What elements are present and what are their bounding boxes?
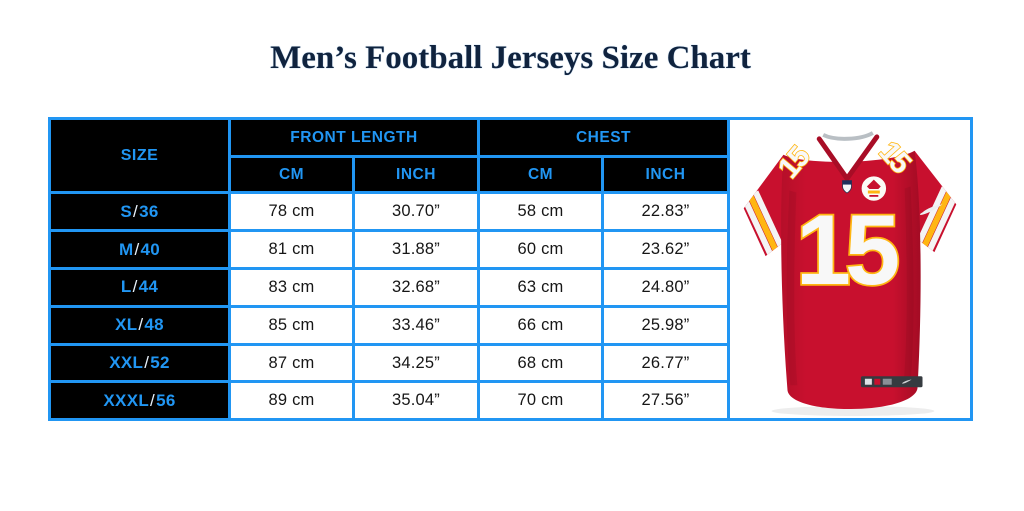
measurement-chest-inch: 24.80”: [604, 269, 727, 305]
measurement-chest-inch: 26.77”: [604, 345, 727, 381]
measurement-front-length-cm: 89 cm: [231, 383, 352, 419]
measurement-chest-cm: 66 cm: [480, 307, 601, 343]
subheader-chest-cm: CM: [480, 158, 601, 192]
measurement-front-length-inch: 30.70”: [355, 194, 477, 230]
measurement-front-length-cm: 83 cm: [231, 269, 352, 305]
back-collar-stripe: [822, 131, 874, 142]
measurement-front-length-cm: 78 cm: [231, 194, 352, 230]
column-group-chest: CHEST: [480, 120, 727, 156]
measurement-chest-inch: 25.98”: [604, 307, 727, 343]
team-patch: [859, 174, 889, 204]
nfl-shield-logo: [842, 180, 852, 194]
jersey-body: [781, 151, 921, 410]
measurement-front-length-cm: 81 cm: [231, 232, 352, 267]
measurement-front-length-cm: 85 cm: [231, 307, 352, 343]
size-cell: XXL/52: [51, 345, 228, 381]
measurement-front-length-inch: 33.46”: [355, 307, 477, 343]
page-title: Men’s Football Jerseys Size Chart: [270, 40, 751, 76]
column-header-size: SIZE: [51, 120, 228, 192]
chest-number: 15: [796, 195, 898, 306]
collar-opening: [819, 137, 877, 179]
collar-trim: [816, 134, 880, 182]
measurement-chest-cm: 58 cm: [480, 194, 601, 230]
nike-swoosh-logo: [919, 204, 943, 216]
size-chart-grid: SIZE FRONT LENGTH CHEST CM INCH CM INCH: [48, 117, 973, 422]
measurement-chest-inch: 22.83”: [604, 194, 727, 230]
measurement-front-length-inch: 35.04”: [355, 383, 477, 419]
measurement-chest-inch: 23.62”: [604, 232, 727, 267]
jersey-product-image: 15 15 15: [743, 131, 957, 417]
measurement-chest-cm: 60 cm: [480, 232, 601, 267]
size-cell: XXXL/56: [51, 383, 228, 419]
column-group-front-length: FRONT LENGTH: [231, 120, 477, 156]
measurement-front-length-inch: 34.25”: [355, 345, 477, 381]
jock-tag: [860, 376, 923, 388]
size-cell: L/44: [51, 269, 228, 305]
size-cell: XL/48: [51, 307, 228, 343]
measurement-front-length-inch: 31.88”: [355, 232, 477, 267]
measurement-chest-cm: 70 cm: [480, 383, 601, 419]
subheader-front-cm: CM: [231, 158, 352, 192]
measurement-chest-cm: 68 cm: [480, 345, 601, 381]
measurement-front-length-inch: 32.68”: [355, 269, 477, 305]
jersey-image-panel: 15 15 15: [730, 120, 970, 419]
side-mesh-shading-right: [903, 186, 914, 384]
subheader-chest-inch: INCH: [604, 158, 727, 192]
subheader-front-inch: INCH: [355, 158, 477, 192]
size-cell: M/40: [51, 232, 228, 267]
side-mesh-shading: [786, 190, 798, 386]
measurement-front-length-cm: 87 cm: [231, 345, 352, 381]
measurement-chest-inch: 27.56”: [604, 383, 727, 419]
size-cell: S/36: [51, 194, 228, 230]
measurement-chest-cm: 63 cm: [480, 269, 601, 305]
jersey-shadow: [771, 406, 935, 417]
